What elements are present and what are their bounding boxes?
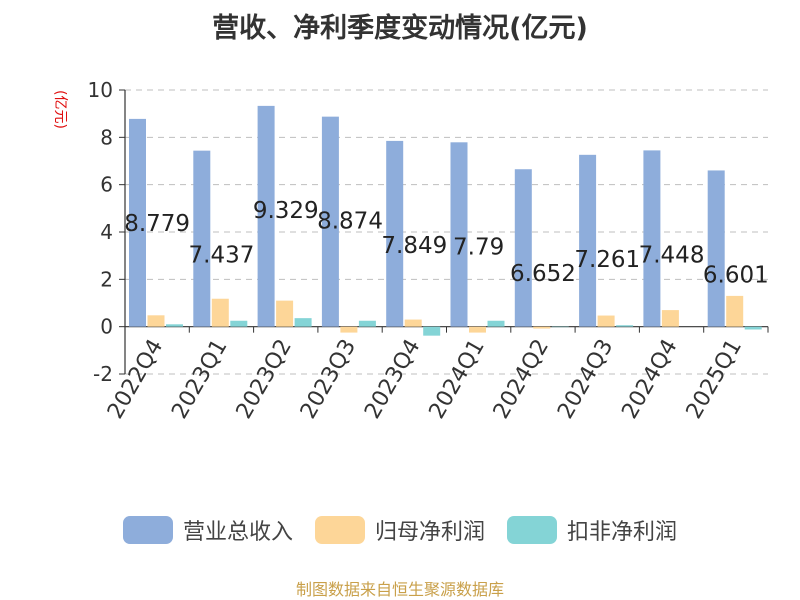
bar-net-profit: [404, 319, 422, 327]
data-source-note: 制图数据来自恒生聚源数据库: [295, 580, 504, 599]
bar-deducted-net-profit: [423, 326, 441, 336]
bar-revenue: [257, 105, 275, 327]
bar-revenue: [321, 116, 339, 327]
x-tick-label: 2024Q2: [489, 335, 554, 423]
bar-revenue: [386, 140, 404, 327]
x-tick-label: 2024Q4: [617, 335, 682, 423]
data-label: 9.329: [253, 198, 319, 224]
legend-label-net-profit: 归母净利润: [374, 520, 485, 545]
data-label: 8.874: [317, 209, 383, 235]
data-label: 7.437: [189, 243, 255, 269]
y-tick-label: 0: [100, 315, 113, 339]
y-tick-label: 6: [100, 173, 113, 197]
bar-net-profit: [597, 315, 615, 327]
bar-deducted-net-profit: [358, 320, 376, 327]
bar-net-profit: [661, 310, 679, 327]
bar-revenue: [707, 170, 725, 327]
legend-label-deducted-net-profit: 扣非净利润: [567, 520, 678, 545]
data-label: 6.601: [703, 262, 769, 288]
bar-net-profit: [211, 298, 229, 327]
bar-deducted-net-profit: [616, 325, 634, 327]
data-label: 7.448: [639, 242, 705, 268]
bar-net-profit: [147, 315, 165, 327]
data-label: 8.779: [124, 211, 190, 237]
y-tick-label: -2: [93, 362, 113, 386]
x-tick-label: 2024Q1: [425, 335, 490, 423]
data-label: 7.261: [574, 247, 640, 273]
bar-deducted-net-profit: [230, 320, 248, 327]
bar-deducted-net-profit: [487, 320, 505, 327]
data-label: 6.652: [510, 261, 576, 287]
y-tick-label: 8: [100, 125, 113, 149]
x-tick-label: 2023Q1: [167, 335, 232, 423]
x-tick-label: 2023Q4: [360, 335, 425, 423]
bar-net-profit: [726, 295, 744, 327]
bar-net-profit: [533, 326, 551, 329]
legend-item-deducted-net-profit[interactable]: 扣非净利润: [507, 514, 677, 546]
bar-revenue: [450, 142, 468, 327]
x-tick-label: 2023Q2: [232, 335, 297, 423]
bar-deducted-net-profit: [744, 326, 762, 330]
legend-item-revenue[interactable]: 营业总收入: [122, 514, 293, 546]
chart-title: 营收、净利季度变动情况(亿元): [212, 13, 588, 44]
legend-swatch-net-profit: [314, 516, 365, 544]
bar-net-profit: [276, 300, 294, 327]
bar-revenue: [643, 150, 661, 327]
legend-swatch-revenue: [122, 516, 173, 544]
bar-deducted-net-profit: [166, 324, 183, 327]
legend: 营业总收入 归母净利润 扣非净利润: [0, 514, 800, 546]
y-tick-label: 10: [88, 78, 113, 102]
legend-item-net-profit[interactable]: 归母净利润: [314, 514, 485, 546]
bar-deducted-net-profit: [294, 318, 312, 327]
y-tick-label: 4: [100, 220, 113, 244]
bar-net-profit: [340, 326, 358, 333]
legend-label-revenue: 营业总收入: [182, 520, 293, 545]
legend-swatch-deducted-net-profit: [507, 516, 557, 544]
bar-net-profit: [469, 326, 486, 333]
bar-revenue: [514, 169, 532, 327]
data-label: 7.849: [381, 233, 447, 259]
y-tick-label: 2: [100, 267, 113, 291]
data-label: 7.79: [453, 234, 504, 260]
bar-revenue: [579, 154, 597, 327]
bar-revenue: [129, 118, 146, 327]
x-tick-label: 2025Q1: [682, 335, 747, 423]
x-tick-label: 2024Q3: [553, 335, 618, 423]
x-tick-label: 2023Q3: [296, 335, 361, 423]
bar-revenue: [193, 150, 211, 327]
